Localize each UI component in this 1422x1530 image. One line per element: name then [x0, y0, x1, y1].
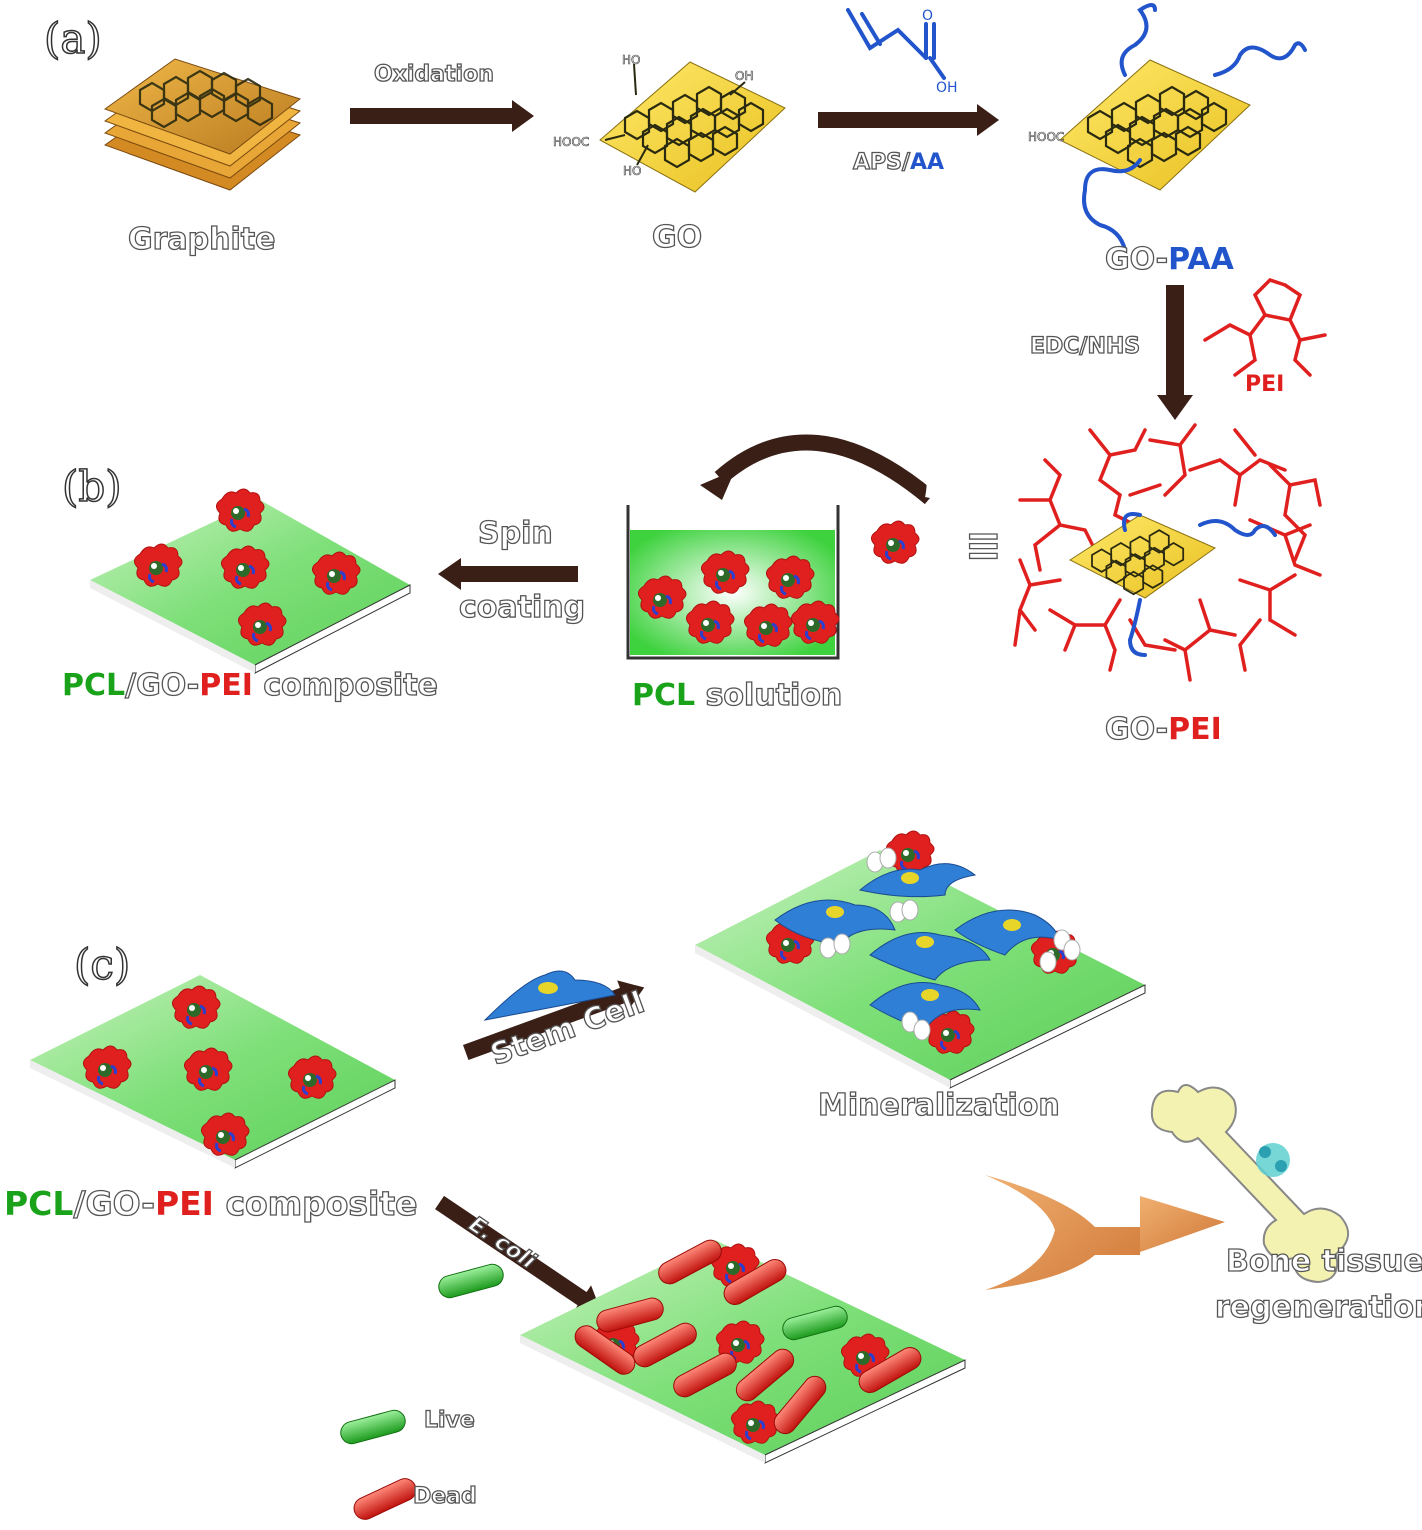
pcl-solution-label: PCL solution — [632, 677, 843, 713]
go-paa-prefix: GO- — [1104, 241, 1169, 277]
spin-coating-arrow — [438, 558, 578, 590]
oxidation-label: Oxidation — [373, 61, 494, 87]
coating-label: coating — [458, 589, 586, 625]
go-pei-prefix: GO- — [1104, 711, 1169, 747]
stem-cell-arrow — [462, 970, 645, 1061]
go-paa-hooc-label: HOOC — [1028, 130, 1064, 144]
legend-live-swatch — [340, 1409, 406, 1445]
transfer-curved-arrow — [700, 434, 937, 505]
legend-live-label: Live — [423, 1407, 475, 1433]
go-label: GO — [651, 219, 703, 255]
slash-text: / — [124, 667, 137, 703]
bone-illustration — [1150, 1084, 1349, 1284]
go-ho-bottom-label: HO — [623, 164, 641, 178]
go-hooc-label: HOOC — [553, 135, 589, 149]
ecoli-film — [520, 1235, 966, 1464]
edcnhs-arrow — [1157, 285, 1193, 420]
pei-label: PEI — [1245, 372, 1285, 397]
acrylic-acid-structure — [846, 8, 946, 80]
pcl-solution-pcl-text: PCL — [632, 678, 696, 713]
regeneration-label: regeneration — [1214, 1289, 1422, 1325]
combine-arrow — [985, 1175, 1225, 1290]
pei-text-c: PEI — [154, 1184, 214, 1223]
go-paa-label: GO-PAA — [1104, 241, 1234, 277]
go-sheet — [599, 61, 786, 193]
aps-aa-label: APS/AA — [852, 149, 945, 175]
apsaa-arrow — [818, 104, 999, 136]
aa-text: AA — [910, 150, 945, 175]
legend-dead-swatch — [353, 1478, 417, 1520]
edc-nhs-label: EDC/NHS — [1029, 333, 1141, 359]
go-pei-label: GO-PEI — [1104, 711, 1222, 747]
pcl-go-pei-film-b — [90, 487, 411, 674]
acrylic-oh-label: OH — [936, 80, 958, 96]
pcl-text: PCL — [62, 668, 126, 703]
composite-text: composite — [252, 667, 439, 703]
graphite-label: Graphite — [127, 221, 276, 257]
slash-text-c: / — [73, 1183, 86, 1223]
pei-structure — [1203, 277, 1327, 377]
panel-c-label: (c) — [73, 939, 131, 990]
solution-text: solution — [695, 677, 843, 713]
panel-a-label: (a) — [43, 13, 102, 64]
pei-text: PEI — [199, 668, 253, 703]
equivalent-symbol: ≡ — [964, 519, 1002, 571]
pcl-solution-beaker — [626, 505, 841, 660]
pcl-text-c: PCL — [4, 1184, 74, 1223]
spin-label: Spin — [477, 515, 553, 551]
composite-text-c: composite — [213, 1183, 418, 1223]
pcl-go-pei-composite-label-b: PCL/GO-PEI composite — [62, 667, 439, 703]
acrylic-o-label: O — [922, 8, 933, 24]
mineralization-label: Mineralization — [817, 1087, 1060, 1123]
graphite-stack — [103, 58, 302, 191]
go-ho-top-label: HO — [622, 53, 640, 67]
go-pei-suffix: PEI — [1168, 712, 1222, 747]
go-paa-sheet — [1059, 3, 1307, 252]
pcl-go-pei-composite-label-c: PCL/GO-PEI composite — [4, 1183, 418, 1223]
go-oh-right-label: OH — [735, 69, 753, 83]
go-pei-structure — [1013, 423, 1322, 682]
paa-text: PAA — [1168, 242, 1234, 277]
ecoli-arrow — [435, 1195, 602, 1312]
bone-tissue-label: Bone tissue — [1225, 1243, 1422, 1279]
go-dash-text-c: GO- — [85, 1183, 156, 1223]
pcl-go-pei-film-c — [30, 975, 396, 1169]
go-dash-text: GO- — [135, 667, 200, 703]
legend-dead-label: Dead — [412, 1483, 477, 1509]
aps-text: APS/ — [852, 149, 911, 175]
go-pei-small-icon — [869, 519, 921, 565]
oxidation-arrow — [350, 100, 534, 132]
panel-b-label: (b) — [61, 461, 122, 512]
mineralization-film — [695, 829, 1146, 1089]
